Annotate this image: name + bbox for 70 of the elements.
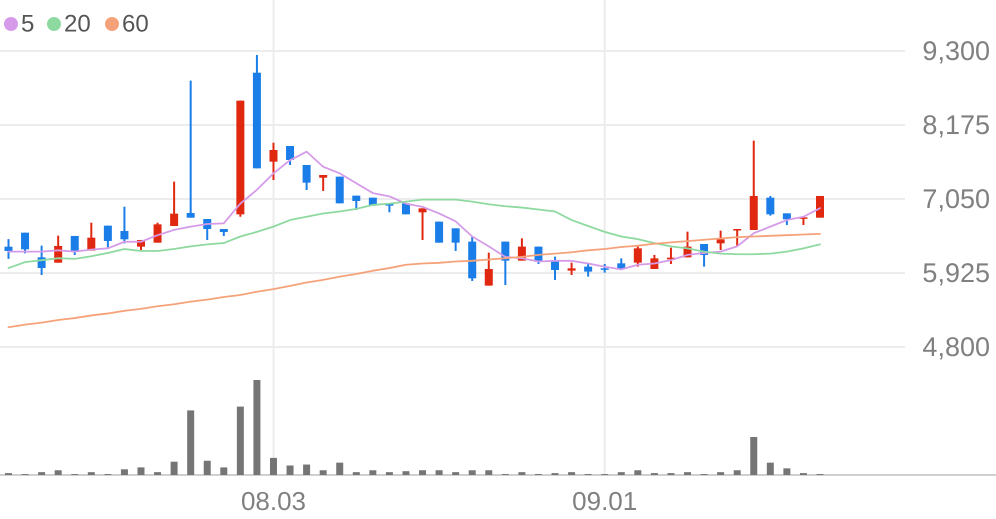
bar bbox=[750, 437, 758, 475]
bar bbox=[187, 410, 194, 475]
x-tick-label: 09.01 bbox=[572, 486, 638, 516]
candlestick bbox=[4, 238, 12, 260]
bar bbox=[54, 470, 62, 475]
bar bbox=[154, 472, 162, 475]
candlestick bbox=[634, 246, 642, 268]
bar bbox=[634, 470, 642, 475]
candlestick bbox=[170, 180, 178, 227]
bar bbox=[120, 469, 128, 475]
bar bbox=[468, 470, 476, 475]
bar bbox=[320, 470, 327, 475]
candlestick bbox=[435, 220, 444, 244]
bar bbox=[220, 467, 228, 475]
bar bbox=[684, 472, 692, 475]
bar bbox=[204, 460, 211, 475]
bar bbox=[336, 462, 344, 475]
bar bbox=[253, 380, 260, 475]
legend-label: 60 bbox=[122, 10, 149, 38]
bar bbox=[270, 458, 277, 475]
bar bbox=[38, 472, 46, 475]
candlestick bbox=[104, 224, 112, 248]
bar bbox=[485, 470, 492, 475]
candlestick bbox=[186, 80, 195, 219]
candlestick bbox=[418, 207, 427, 241]
candlestick bbox=[21, 232, 30, 254]
bar bbox=[137, 467, 144, 475]
bar bbox=[369, 470, 376, 475]
y-tick-label: 5,925 bbox=[922, 258, 990, 288]
candlestick bbox=[70, 234, 79, 256]
candlestick bbox=[269, 142, 278, 181]
bar bbox=[402, 471, 410, 475]
bar bbox=[436, 470, 443, 475]
bar bbox=[734, 470, 741, 475]
bar bbox=[386, 472, 393, 475]
bar bbox=[618, 472, 625, 475]
x-tick-label: 08.03 bbox=[240, 486, 306, 516]
line-series bbox=[8, 232, 821, 328]
bar bbox=[766, 462, 774, 475]
bar bbox=[352, 472, 360, 475]
candlestick bbox=[286, 144, 294, 166]
candlestick bbox=[666, 246, 675, 265]
candlestick bbox=[120, 206, 128, 244]
candlestick bbox=[452, 227, 460, 252]
bar bbox=[286, 466, 294, 475]
y-tick-label: 9,300 bbox=[922, 36, 990, 66]
candlestick bbox=[302, 164, 311, 191]
bar bbox=[170, 462, 178, 475]
bar bbox=[717, 472, 724, 475]
candlestick bbox=[733, 228, 742, 248]
candlestick bbox=[484, 252, 493, 287]
bar bbox=[783, 468, 790, 475]
candlestick bbox=[319, 174, 328, 192]
bar bbox=[303, 464, 310, 475]
legend-label: 5 bbox=[21, 10, 34, 38]
y-tick-label: 4,800 bbox=[922, 332, 990, 362]
line-series bbox=[8, 198, 821, 269]
bar bbox=[452, 472, 460, 475]
y-tick-label: 7,050 bbox=[922, 184, 990, 214]
candlestick bbox=[352, 194, 360, 211]
candlestick bbox=[716, 230, 725, 251]
bar bbox=[88, 472, 95, 475]
legend-label: 20 bbox=[64, 10, 91, 38]
y-tick-label: 8,175 bbox=[922, 110, 990, 140]
bar bbox=[419, 470, 426, 475]
candlestick bbox=[766, 194, 774, 217]
bar bbox=[568, 472, 576, 475]
candlestick bbox=[584, 262, 592, 278]
bar bbox=[236, 406, 244, 475]
bar bbox=[518, 472, 526, 475]
